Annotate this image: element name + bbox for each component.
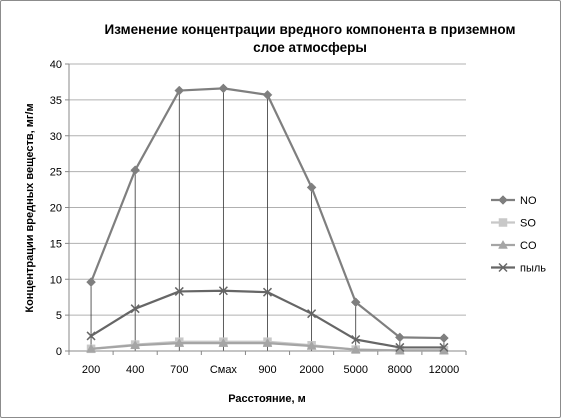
point-marker-diamond (498, 195, 508, 205)
x-tick-label: 12000 (429, 364, 460, 376)
point-marker-triangle (350, 344, 361, 354)
point-marker-diamond (350, 297, 361, 308)
y-tick-label: 20 (50, 203, 62, 215)
legend-label: пыль (520, 263, 546, 275)
point-marker-x (174, 286, 184, 296)
y-axis-title: Концентрации вредных веществ, мг/м (24, 103, 36, 312)
legend-label: NO (520, 195, 537, 207)
y-tick-label: 25 (50, 167, 62, 179)
legend-item-пыль: пыль (491, 263, 546, 275)
point-marker-x (218, 286, 228, 296)
x-tick-label: 700 (170, 364, 188, 376)
legend-item-CO: CO (491, 239, 537, 252)
x-tick-label: 2000 (299, 364, 323, 376)
point-marker-square (498, 218, 508, 227)
point-marker-diamond (394, 332, 405, 343)
chart-title-line2: слое атмосферы (253, 40, 367, 55)
legend-label: SO (520, 218, 536, 230)
x-tick-label: 5000 (343, 364, 367, 376)
point-marker-x (307, 309, 317, 319)
x-tick-label: 400 (126, 364, 144, 376)
y-tick-labels: 0 5 10 15 20 25 30 35 40 (50, 59, 62, 358)
point-marker-triangle (218, 338, 229, 347)
point-marker-x (395, 342, 405, 352)
point-marker-x (262, 287, 273, 297)
y-tick-label: 5 (56, 310, 62, 322)
point-marker-x (86, 331, 96, 341)
point-marker-triangle (130, 340, 141, 350)
y-tick-label: 30 (50, 131, 62, 143)
x-tick-label: 200 (82, 364, 100, 376)
y-tick-label: 40 (50, 59, 62, 71)
axes (65, 63, 467, 355)
point-marker-triangle (174, 338, 185, 347)
point-marker-diamond (262, 89, 273, 100)
x-tick-label: 8000 (388, 364, 412, 376)
point-marker-diamond (86, 277, 96, 287)
legend-item-NO: NO (491, 195, 537, 207)
y-tick-label: 35 (50, 95, 62, 107)
y-tick-label: 0 (56, 346, 62, 358)
point-marker-x (351, 334, 361, 345)
point-marker-diamond (130, 165, 141, 176)
point-marker-triangle (498, 239, 508, 249)
point-marker-triangle (262, 338, 273, 347)
legend-item-SO: SO (491, 218, 536, 230)
y-tick-label: 15 (50, 238, 62, 250)
point-marker-x (498, 262, 508, 273)
point-marker-diamond (306, 182, 317, 193)
legend-label: CO (520, 240, 537, 252)
drop-lines (90, 88, 445, 351)
point-marker-x (439, 342, 449, 352)
x-axis-title: Расстояние, м (228, 393, 306, 405)
point-marker-triangle (86, 343, 96, 353)
x-tick-label: Cмах (210, 364, 238, 376)
point-marker-x (130, 304, 140, 314)
series-group (86, 83, 449, 355)
series-CO (86, 338, 449, 355)
point-marker-diamond (218, 83, 229, 94)
x-tick-labels: 200 400 700 Cмах 900 2000 5000 8000 12000 (82, 364, 459, 376)
x-tick-label: 900 (258, 364, 276, 376)
series-NO (86, 83, 449, 343)
point-marker-triangle (306, 340, 317, 350)
series-пыль (86, 286, 449, 352)
point-marker-diamond (439, 333, 449, 343)
y-tick-label: 10 (50, 274, 62, 286)
chart-title-line1: Изменение концентрации вредного компонен… (105, 22, 516, 37)
legend: NO SO CO пыль (491, 195, 546, 275)
point-marker-diamond (174, 85, 185, 96)
